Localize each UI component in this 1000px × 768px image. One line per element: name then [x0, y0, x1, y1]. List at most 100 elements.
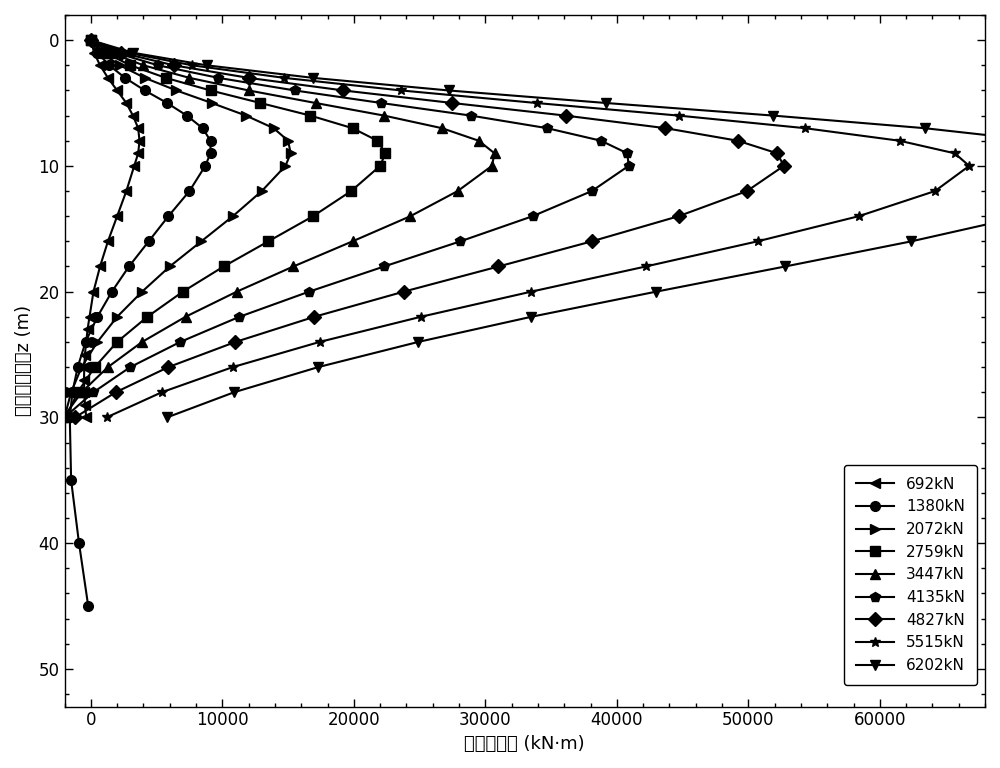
4827kN — [162, 362, 174, 372]
1380kN — [72, 362, 84, 372]
4827kN — [673, 211, 685, 220]
2759kN — [160, 73, 172, 82]
2072kN — [59, 412, 71, 422]
6202kN — [443, 86, 455, 95]
6202kN — [307, 73, 319, 82]
692kN — [85, 35, 97, 45]
2759kN — [141, 312, 153, 321]
2072kN — [65, 388, 77, 397]
3447kN — [489, 149, 501, 158]
1380kN — [199, 161, 211, 170]
1380kN — [119, 73, 131, 82]
Line: 692kN: 692kN — [79, 35, 144, 422]
1380kN — [64, 412, 76, 422]
3447kN — [76, 388, 88, 397]
2759kN — [99, 48, 111, 58]
1380kN — [205, 136, 217, 145]
4135kN — [124, 362, 136, 372]
4135kN — [621, 149, 633, 158]
4827kN — [771, 149, 783, 158]
Y-axis label: 距离泥面距离z (m): 距离泥面距离z (m) — [15, 305, 33, 416]
6202kN — [600, 98, 612, 108]
2759kN — [304, 111, 316, 121]
Line: 3447kN: 3447kN — [58, 35, 499, 422]
2072kN — [136, 287, 148, 296]
1380kN — [161, 98, 173, 108]
4135kN — [454, 237, 466, 246]
692kN — [120, 98, 132, 108]
Line: 6202kN: 6202kN — [86, 35, 1000, 422]
4827kN — [115, 48, 127, 58]
2759kN — [379, 149, 391, 158]
2759kN — [111, 337, 123, 346]
692kN — [132, 149, 144, 158]
5515kN — [156, 388, 168, 397]
1380kN — [197, 124, 209, 133]
3447kN — [105, 48, 117, 58]
692kN — [120, 187, 132, 196]
4827kN — [69, 412, 81, 422]
4135kN — [465, 111, 477, 121]
6202kN — [228, 388, 240, 397]
692kN — [82, 325, 94, 334]
2759kN — [89, 362, 101, 372]
2072kN — [139, 73, 151, 82]
2072kN — [282, 136, 294, 145]
1380kN — [162, 211, 174, 220]
6202kN — [650, 287, 662, 296]
6202kN — [161, 412, 173, 422]
4827kN — [446, 98, 458, 108]
1380kN — [65, 475, 77, 485]
1380kN — [103, 61, 115, 70]
4827kN — [560, 111, 572, 121]
692kN — [78, 362, 90, 372]
4827kN — [168, 61, 180, 70]
6202kN — [201, 61, 213, 70]
4135kN — [87, 388, 99, 397]
2072kN — [91, 337, 103, 346]
2072kN — [195, 237, 207, 246]
3447kN — [180, 312, 192, 321]
2759kN — [177, 287, 189, 296]
2072kN — [95, 48, 107, 58]
Line: 2759kN: 2759kN — [61, 35, 390, 422]
692kN — [79, 350, 91, 359]
4827kN — [492, 262, 504, 271]
2072kN — [111, 312, 123, 321]
5515kN — [314, 337, 326, 346]
1380kN — [91, 312, 103, 321]
1380kN — [80, 337, 92, 346]
2072kN — [206, 98, 218, 108]
2759kN — [205, 86, 217, 95]
2759kN — [218, 262, 230, 271]
6202kN — [779, 262, 791, 271]
6202kN — [127, 48, 139, 58]
3447kN — [436, 124, 448, 133]
Line: 4827kN: 4827kN — [70, 35, 789, 422]
692kN — [94, 262, 106, 271]
2072kN — [285, 149, 297, 158]
3447kN — [452, 187, 464, 196]
3447kN — [57, 412, 69, 422]
2072kN — [76, 362, 88, 372]
6202kN — [412, 337, 424, 346]
4135kN — [289, 86, 301, 95]
692kN — [111, 86, 123, 95]
4135kN — [623, 161, 635, 170]
5515kN — [929, 187, 941, 196]
5515kN — [949, 149, 961, 158]
2072kN — [227, 211, 239, 220]
5515kN — [101, 412, 113, 422]
4135kN — [527, 211, 539, 220]
3447kN — [473, 136, 485, 145]
4135kN — [595, 136, 607, 145]
2759kN — [124, 61, 136, 70]
4135kN — [233, 312, 245, 321]
692kN — [128, 161, 140, 170]
692kN — [94, 61, 106, 70]
Line: 2072kN: 2072kN — [60, 35, 296, 422]
4135kN — [586, 187, 598, 196]
692kN — [111, 211, 123, 220]
2759kN — [347, 124, 359, 133]
1380kN — [205, 149, 217, 158]
